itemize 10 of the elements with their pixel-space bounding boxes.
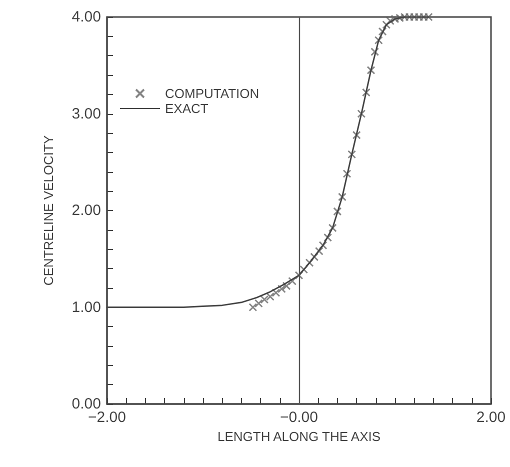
- y-tick-label: 1.00: [72, 298, 101, 316]
- y-tick-label: 4.00: [72, 8, 101, 26]
- x-tick-label: 2.00: [476, 409, 506, 426]
- x-axis-title: LENGTH ALONG THE AXIS: [217, 429, 381, 444]
- y-tick-label: 2.00: [72, 202, 101, 219]
- x-tick-label: −0.00: [280, 409, 318, 426]
- y-tick-label: 3.00: [72, 105, 101, 122]
- legend-label: COMPUTATION: [165, 86, 260, 101]
- legend-label: EXACT: [165, 101, 208, 116]
- y-axis-title: CENTRELINE VELOCITY: [41, 135, 56, 286]
